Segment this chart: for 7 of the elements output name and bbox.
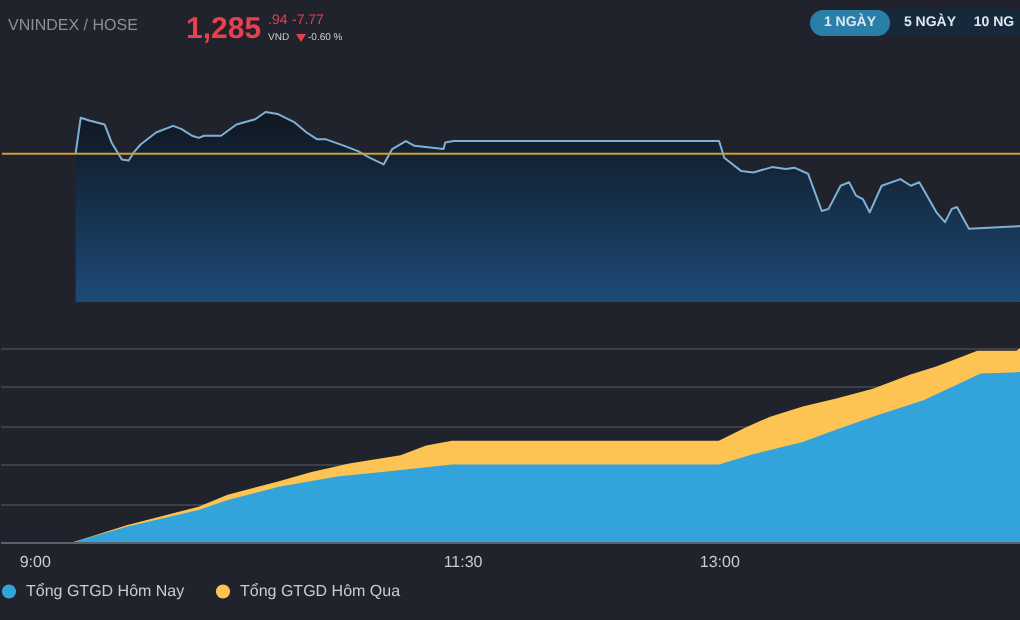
x-tick-label: 9:00 — [19, 553, 52, 571]
x-tick-label: 13:00 — [699, 553, 741, 571]
chart-title: VNINDEX / HOSE — [8, 16, 138, 34]
x-tick-label: 11:30 — [443, 553, 484, 571]
legend-label: Tổng GTGD Hôm Nay — [26, 581, 185, 600]
text: 1,285 — [186, 12, 262, 46]
legend-label: Tổng GTGD Hôm Qua — [240, 581, 402, 600]
